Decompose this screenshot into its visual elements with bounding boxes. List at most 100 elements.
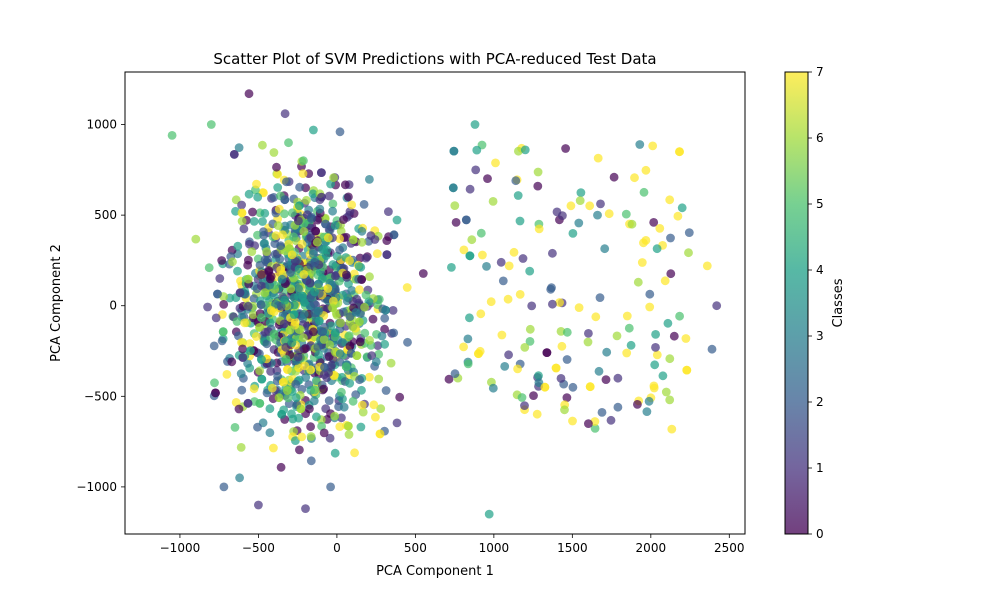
scatter-point: [279, 377, 288, 387]
scatter-point: [465, 313, 474, 323]
scatter-point: [269, 443, 278, 453]
scatter-point: [314, 306, 323, 316]
scatter-point: [382, 250, 392, 259]
scatter-point: [260, 208, 270, 218]
scatter-point: [265, 274, 275, 284]
scatter-point: [652, 350, 662, 360]
scatter-point: [381, 386, 391, 395]
scatter-point: [551, 363, 561, 373]
scatter-point: [273, 371, 282, 381]
scatter-point: [311, 226, 320, 236]
scatter-point: [518, 254, 528, 263]
scatter-point: [476, 228, 486, 238]
scatter-point: [337, 413, 346, 423]
scatter-point: [365, 372, 374, 382]
scatter-point: [243, 398, 253, 408]
scatter-point: [562, 327, 572, 337]
scatter-point: [461, 215, 471, 225]
scatter-point: [392, 215, 402, 225]
scatter-point: [344, 331, 354, 341]
scatter-point: [317, 421, 326, 431]
scatter-point: [525, 337, 535, 346]
scatter-point: [306, 456, 316, 466]
scatter-point: [309, 249, 318, 259]
scatter-point: [219, 300, 229, 309]
scatter-point: [649, 218, 659, 227]
scatter-point: [584, 329, 593, 338]
colorbar-tick-label: 2: [816, 395, 824, 409]
scatter-point: [450, 369, 460, 379]
scatter-point: [326, 482, 335, 492]
scatter-point: [645, 289, 655, 299]
scatter-point: [371, 412, 380, 422]
scatter-point: [269, 148, 279, 157]
scatter-point: [246, 346, 255, 355]
scatter-point: [343, 421, 353, 431]
scatter-point: [301, 504, 310, 513]
scatter-point: [253, 422, 262, 432]
scatter-point: [520, 145, 530, 155]
chart-title: Scatter Plot of SVM Predictions with PCA…: [213, 50, 656, 68]
scatter-point: [251, 332, 261, 341]
scatter-point: [308, 189, 318, 199]
scatter-point: [294, 284, 303, 294]
scatter-point: [329, 296, 338, 306]
scatter-point: [351, 390, 361, 400]
scatter-point: [639, 238, 648, 248]
scatter-point: [488, 197, 498, 206]
scatter-point: [235, 473, 245, 483]
scatter-point: [338, 290, 348, 300]
scatter-point: [585, 382, 595, 392]
scatter-point: [257, 281, 266, 291]
scatter-point: [381, 305, 390, 315]
y-tick-label: 500: [94, 208, 117, 222]
scatter-point: [666, 233, 675, 243]
scatter-point: [257, 355, 266, 364]
scatter-point: [341, 362, 351, 372]
scatter-point: [667, 424, 677, 434]
x-tick-label: 500: [404, 541, 427, 555]
scatter-point: [336, 318, 345, 328]
scatter-point: [335, 422, 345, 431]
scatter-point: [450, 201, 460, 211]
scatter-point: [257, 374, 267, 384]
scatter-point: [355, 285, 364, 295]
scatter-point: [546, 284, 556, 294]
scatter-point: [313, 342, 323, 352]
scatter-point: [317, 192, 326, 202]
scatter-point: [255, 399, 265, 408]
colorbar: [785, 72, 808, 534]
scatter-point: [357, 275, 366, 284]
scatter-point: [472, 145, 482, 155]
colorbar-tick-label: 5: [816, 197, 824, 211]
scatter-point: [280, 109, 290, 119]
scatter-point: [624, 323, 634, 333]
y-tick-label: −500: [84, 389, 117, 403]
scatter-point: [675, 311, 684, 321]
scatter-point: [532, 409, 542, 419]
scatter-point: [622, 311, 632, 321]
scatter-point: [218, 327, 228, 337]
scatter-point: [294, 201, 304, 211]
scatter-point: [237, 200, 247, 210]
scatter-point: [267, 306, 276, 315]
scatter-point: [482, 262, 491, 271]
scatter-point: [330, 448, 340, 458]
scatter-point: [289, 293, 299, 303]
scatter-point: [213, 289, 222, 299]
scatter-point: [281, 355, 291, 364]
scatter-point: [312, 412, 321, 422]
scatter-point: [525, 266, 535, 276]
scatter-point: [245, 339, 255, 348]
scatter-point: [562, 355, 572, 364]
scatter-point: [372, 249, 382, 258]
scatter-point: [276, 462, 286, 472]
scatter-point: [258, 217, 267, 226]
scatter-point: [277, 274, 287, 284]
scatter-point: [298, 291, 307, 301]
scatter-point: [284, 138, 293, 148]
scatter-point: [280, 295, 290, 305]
scatter-point: [515, 216, 525, 226]
scatter-point: [281, 342, 291, 352]
scatter-point: [548, 299, 557, 309]
